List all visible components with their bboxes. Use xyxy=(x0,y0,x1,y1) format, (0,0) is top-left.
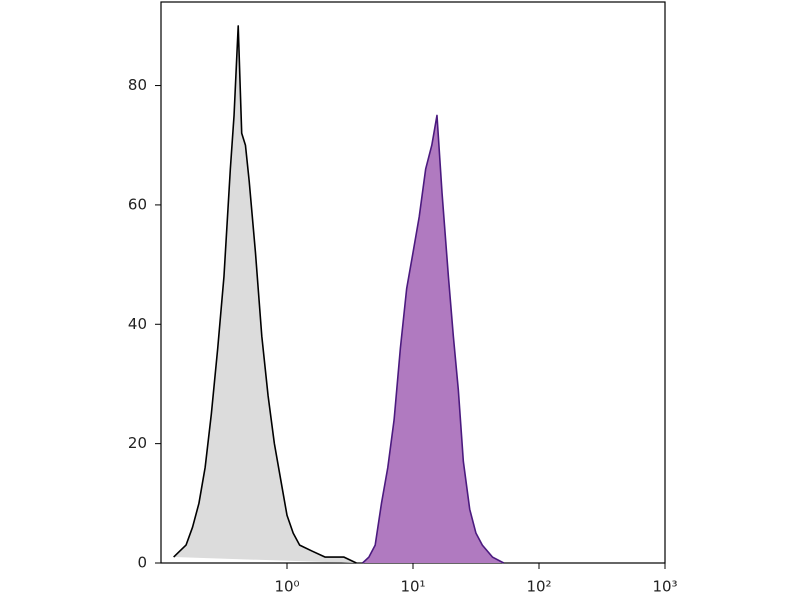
y-tick-label: 40 xyxy=(128,315,147,333)
y-tick-label: 0 xyxy=(137,554,147,572)
x-tick-label: 10³ xyxy=(652,578,677,596)
y-tick-label: 20 xyxy=(128,434,147,452)
x-tick-label: 10⁰ xyxy=(274,578,299,596)
histogram-area xyxy=(362,114,505,564)
y-tick-label: 60 xyxy=(128,195,147,213)
y-tick-label: 80 xyxy=(128,76,147,94)
x-tick-label: 10² xyxy=(526,578,551,596)
histogram-area xyxy=(173,25,357,564)
x-tick-label: 10¹ xyxy=(400,578,425,596)
